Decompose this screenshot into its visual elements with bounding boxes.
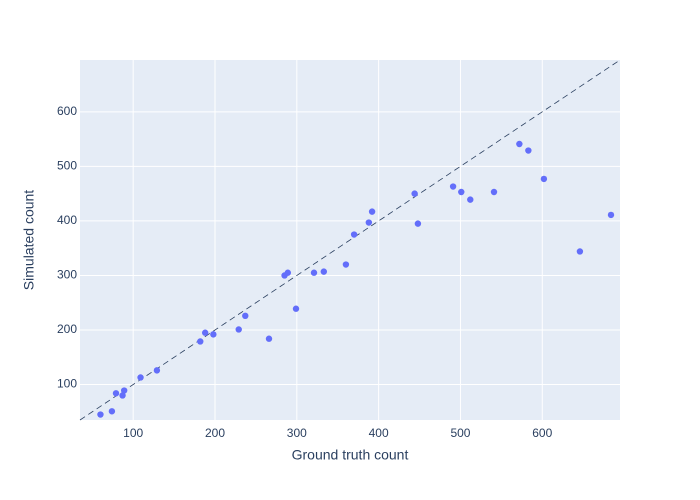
- y-tick-label: 200: [57, 322, 77, 336]
- point: [265, 335, 273, 342]
- y-tick-label: 300: [57, 268, 77, 282]
- point: [540, 175, 548, 183]
- x-tick-label: 400: [369, 426, 389, 440]
- point: [242, 312, 249, 320]
- point: [210, 331, 217, 338]
- point: [458, 188, 465, 196]
- x-tick-label: 100: [123, 426, 143, 440]
- point: [235, 326, 242, 333]
- point: [368, 208, 376, 215]
- y-tick-label: 400: [57, 213, 77, 227]
- point: [201, 329, 209, 336]
- point: [320, 268, 328, 275]
- point: [342, 261, 350, 268]
- point: [97, 411, 104, 418]
- y-tick-label: 600: [57, 104, 77, 118]
- x-tick-label: 600: [532, 426, 552, 440]
- point: [119, 392, 126, 399]
- point: [490, 188, 498, 196]
- point: [197, 338, 204, 345]
- reference-line: [79, 59, 621, 421]
- point: [365, 219, 373, 226]
- x-axis-title: Ground truth count: [292, 447, 409, 463]
- point: [108, 408, 116, 415]
- point: [576, 248, 584, 255]
- point: [112, 390, 120, 397]
- point: [414, 220, 422, 227]
- point: [449, 183, 457, 190]
- x-tick-label: 500: [450, 426, 470, 440]
- point: [310, 269, 318, 276]
- point: [607, 211, 615, 219]
- point: [467, 196, 474, 203]
- y-axis-title: Simulated count: [21, 190, 37, 291]
- point: [120, 387, 128, 394]
- point: [350, 231, 358, 238]
- point: [516, 140, 523, 148]
- x-tick-label: 200: [205, 426, 225, 440]
- point: [292, 305, 300, 312]
- point: [137, 374, 144, 381]
- point: [153, 367, 161, 374]
- point: [411, 190, 418, 197]
- point: [284, 269, 292, 276]
- y-tick-label: 500: [57, 159, 77, 173]
- y-tick-label: 100: [57, 377, 77, 391]
- x-tick-label: 300: [287, 426, 307, 440]
- point: [525, 147, 532, 154]
